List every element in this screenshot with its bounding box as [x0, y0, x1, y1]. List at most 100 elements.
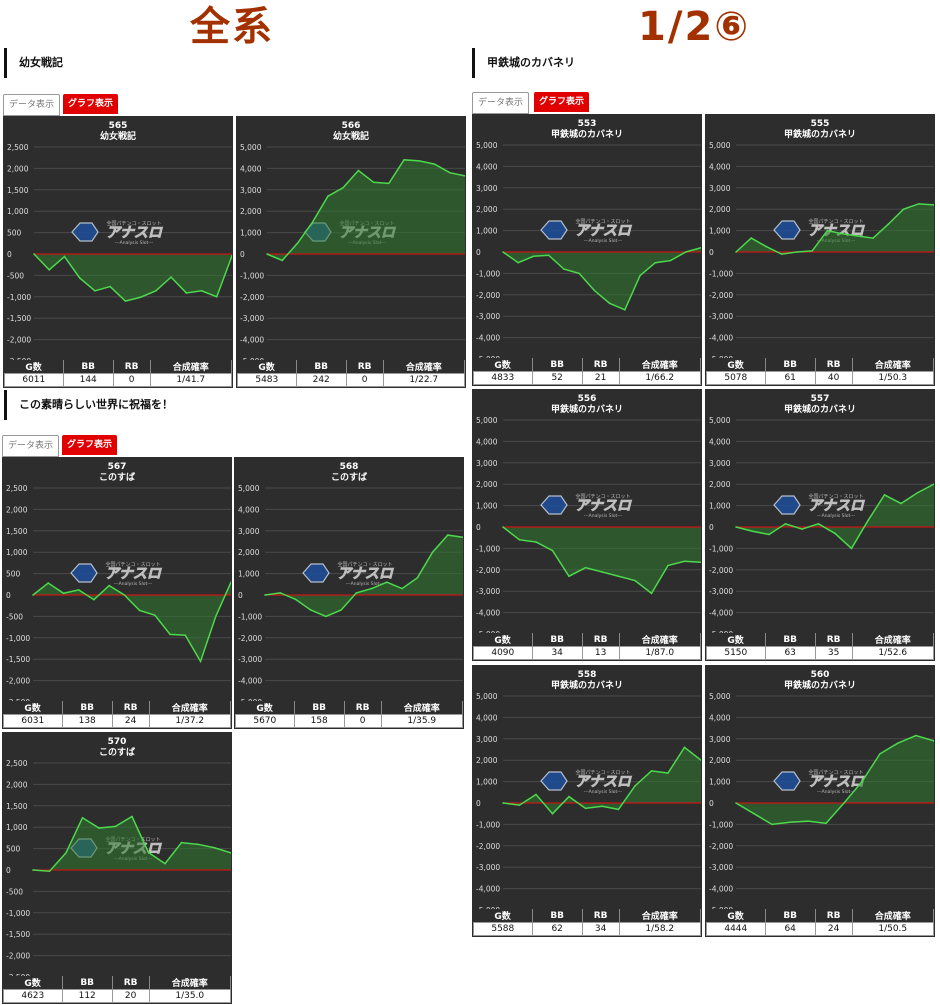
- stats-value-row: 5078 61 40 1/50.3: [706, 371, 934, 385]
- y-tick-label: 5,000: [709, 416, 731, 425]
- stats-value-cell: 138: [61, 714, 113, 728]
- stats-header-cell: BB: [765, 633, 816, 647]
- watermark-sub-text: ---Analysis Slot---: [114, 581, 153, 587]
- y-tick-label: 1,000: [709, 227, 731, 236]
- stats-header-row: G数 BB RB 合成確率: [237, 360, 465, 374]
- data-point: [431, 551, 434, 553]
- stats-value-cell: 0: [343, 714, 382, 728]
- data-point: [841, 233, 844, 235]
- series-area: [265, 535, 463, 617]
- stats-header-row: G数 BB RB 合成確率: [473, 358, 701, 372]
- y-tick-label: -1,000: [476, 544, 500, 553]
- data-point: [169, 633, 171, 636]
- data-point: [138, 609, 141, 612]
- stats-header-cell: RB: [113, 360, 151, 374]
- stats-value-cell: 158: [293, 714, 345, 728]
- stats-header-cell: G数: [473, 909, 533, 923]
- y-tick-label: -2,000: [709, 842, 733, 851]
- y-tick-label: -1,000: [709, 269, 733, 278]
- stats-header-row: G数 BB RB 合成確率: [235, 701, 463, 715]
- data-point: [230, 852, 231, 854]
- data-point: [502, 251, 504, 253]
- data-point: [850, 547, 853, 550]
- data-point: [902, 208, 905, 210]
- data-point: [184, 634, 187, 637]
- data-view-button-yojo[interactable]: データ表示: [3, 94, 61, 116]
- slot-chart-558: 558 甲鉄城のカバネリ 5,000 4,000 3,000 2,000 1,000 0 -1,…: [472, 665, 702, 937]
- stats-header-cell: 合成確率: [852, 633, 934, 647]
- data-point: [684, 251, 687, 253]
- y-tick-label: 0: [7, 250, 12, 259]
- data-point: [131, 815, 133, 818]
- data-point: [448, 171, 451, 174]
- data-point: [700, 246, 701, 249]
- stats-value-cell: 20: [111, 989, 150, 1003]
- stats-header-cell: RB: [815, 633, 853, 647]
- data-point: [264, 594, 266, 596]
- watermark-top-text: 全国パチンコ・スロット: [575, 769, 630, 776]
- data-point: [771, 823, 773, 826]
- y-tick-label: -3,000: [238, 655, 262, 664]
- stats-value-cell: 1/35.0: [148, 989, 231, 1003]
- graph-view-button-kabaneri[interactable]: グラフ表示: [534, 92, 590, 112]
- series-line: [264, 534, 463, 618]
- stats-header-cell: 合成確率: [619, 909, 701, 923]
- watermark-top-text: 全国パチンコ・スロット: [808, 493, 863, 500]
- data-point: [593, 289, 596, 292]
- y-tick-label: 3,000: [476, 184, 498, 193]
- heading-left: 全系: [190, 4, 274, 50]
- stats-value-cell: 13: [581, 646, 620, 660]
- stats-value-cell: 5670: [235, 714, 295, 728]
- chart-machine-name: 甲鉄城のカバネリ: [551, 679, 623, 691]
- y-tick-label: 0: [238, 591, 243, 600]
- data-point: [327, 195, 329, 198]
- series-area: [33, 582, 231, 662]
- graph-view-button-konosuba[interactable]: グラフ表示: [62, 435, 118, 455]
- stats-value-row: 4833 52 21 1/66.2: [473, 371, 701, 385]
- stats-value-cell: 242: [295, 373, 347, 387]
- y-tick-label: -3,000: [709, 863, 733, 872]
- data-point: [81, 816, 84, 819]
- series-area: [33, 816, 231, 872]
- data-point: [861, 780, 863, 783]
- y-tick-label: -1,000: [476, 269, 500, 278]
- data-point: [518, 539, 521, 541]
- data-point: [735, 802, 737, 804]
- chart-machine-number: 557: [811, 394, 830, 404]
- data-point: [624, 308, 626, 311]
- stats-table: G数 BB RB 合成確率 4833 52 21 1/66.2: [473, 358, 701, 385]
- chart-machine-name: 幼女戦記: [100, 130, 136, 142]
- y-tick-label: 1,000: [6, 823, 28, 832]
- y-tick-label: 4,000: [238, 505, 260, 514]
- data-point: [199, 660, 202, 663]
- chart-machine-number: 567: [108, 462, 127, 472]
- data-point: [294, 598, 297, 601]
- stats-header-cell: 合成確率: [619, 633, 701, 647]
- y-tick-label: -2,000: [476, 566, 500, 575]
- y-tick-label: 4,000: [240, 164, 262, 173]
- watermark-main-text: アナスロ: [808, 498, 865, 514]
- chart-machine-number: 558: [578, 670, 597, 680]
- data-point: [518, 804, 521, 806]
- stats-value-cell: 4090: [473, 646, 533, 660]
- y-tick-label: -3,000: [709, 312, 733, 321]
- slot-chart-553: 553 甲鉄城のカバネリ 5,000 4,000 3,000 2,000 1,000 0 -1,…: [472, 114, 702, 386]
- data-point: [200, 290, 203, 292]
- y-tick-label: -1,500: [7, 314, 31, 323]
- stats-value-row: 5150 63 35 1/52.6: [706, 646, 934, 660]
- graph-view-button-yojo[interactable]: グラフ表示: [63, 94, 119, 114]
- data-point: [32, 869, 34, 871]
- data-view-button-kabaneri[interactable]: データ表示: [472, 92, 530, 114]
- data-point: [342, 186, 344, 189]
- stats-value-cell: 1/22.7: [382, 373, 465, 387]
- data-view-button-konosuba[interactable]: データ表示: [2, 435, 60, 457]
- stats-header-cell: G数: [473, 633, 533, 647]
- y-tick-label: 0: [709, 248, 714, 257]
- watermark-main-text: アナスロ: [575, 774, 632, 790]
- stats-header-cell: RB: [582, 633, 620, 647]
- data-point: [78, 277, 81, 279]
